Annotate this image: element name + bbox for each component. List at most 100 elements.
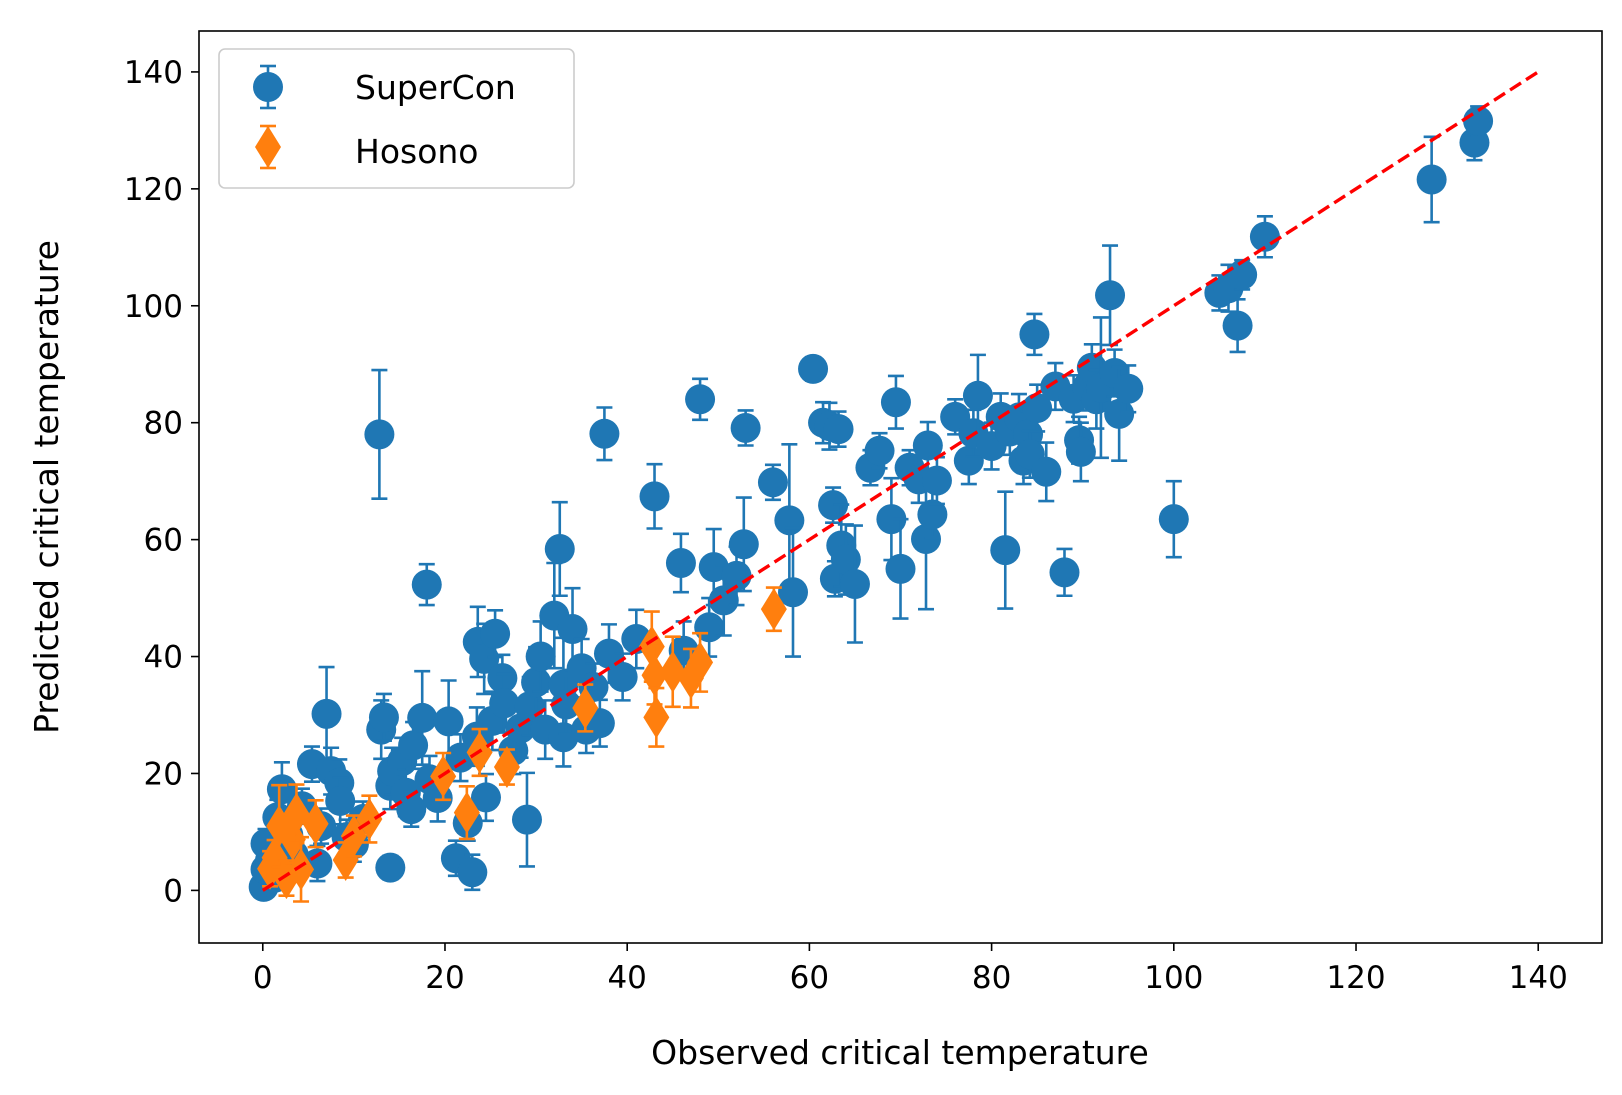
supercon-marker — [557, 614, 588, 645]
supercon-marker — [325, 785, 356, 816]
supercon-marker — [880, 387, 911, 418]
supercon-marker — [1019, 319, 1050, 350]
supercon-marker — [757, 467, 788, 498]
x-tick-label: 100 — [1144, 960, 1203, 996]
x-axis-ticks: 0 20 40 60 80 100 120 140 — [253, 943, 1568, 996]
supercon-marker — [708, 585, 739, 616]
hosono-point — [356, 794, 383, 844]
supercon-point — [823, 410, 854, 448]
supercon-marker — [962, 380, 993, 411]
supercon-point — [1095, 244, 1126, 347]
hosono-marker — [659, 650, 686, 693]
supercon-point — [368, 692, 399, 743]
legend-label-hosono: Hosono — [355, 132, 479, 171]
supercon-marker — [445, 742, 476, 773]
supercon-point — [839, 524, 870, 644]
hosono-marker — [493, 746, 520, 789]
supercon-marker — [487, 663, 518, 694]
supercon-point — [470, 772, 501, 823]
supercon-marker — [407, 702, 438, 733]
supercon-series — [248, 105, 1494, 902]
supercon-marker — [698, 552, 729, 583]
supercon-marker — [730, 412, 761, 443]
legend-marker-supercon — [253, 64, 283, 110]
supercon-point — [480, 609, 511, 659]
x-tick-label: 60 — [790, 960, 829, 996]
reference-line-overlay — [261, 70, 1540, 892]
supercon-point — [639, 462, 670, 530]
supercon-marker — [607, 662, 638, 692]
supercon-marker — [548, 722, 579, 753]
supercon-marker — [1095, 280, 1126, 311]
supercon-point — [1031, 441, 1062, 503]
supercon-marker — [728, 529, 759, 560]
legend-label-supercon: SuperCon — [355, 68, 516, 107]
y-tick-label: 100 — [124, 289, 183, 325]
y-tick-label: 120 — [124, 172, 183, 208]
hosono-point — [643, 686, 670, 748]
supercon-point — [757, 463, 788, 502]
supercon-marker — [593, 638, 624, 669]
hosono-point — [687, 631, 714, 693]
supercon-point — [665, 532, 696, 594]
hosono-point — [288, 835, 315, 903]
supercon-marker — [489, 688, 520, 719]
supercon-point — [1227, 258, 1258, 291]
reference-line — [261, 70, 1540, 892]
supercon-point — [1049, 547, 1080, 598]
supercon-marker — [885, 553, 916, 584]
supercon-marker — [694, 612, 725, 643]
supercon-marker — [864, 435, 895, 466]
supercon-marker — [1065, 436, 1096, 467]
supercon-point — [990, 490, 1021, 610]
supercon-point — [885, 517, 916, 620]
supercon-marker — [525, 641, 556, 672]
supercon-marker — [777, 577, 808, 608]
supercon-point — [375, 852, 406, 883]
supercon-point — [880, 374, 911, 430]
legend-marker-shape — [255, 126, 281, 168]
x-axis-title: Observed critical temperature — [651, 1033, 1149, 1072]
supercon-marker — [1049, 557, 1080, 588]
hosono-point — [572, 683, 599, 733]
supercon-point — [396, 790, 427, 828]
supercon-marker — [375, 852, 406, 883]
x-tick-label: 20 — [425, 960, 464, 996]
supercon-marker — [544, 533, 575, 564]
supercon-point — [962, 353, 993, 439]
supercon-marker — [685, 384, 716, 415]
supercon-marker — [398, 730, 429, 761]
supercon-marker — [639, 481, 670, 512]
y-tick-label: 0 — [163, 873, 183, 909]
supercon-marker — [368, 702, 399, 733]
legend-marker-hosono — [255, 124, 281, 170]
hosono-marker — [641, 654, 668, 697]
supercon-marker — [266, 774, 297, 805]
supercon-point — [511, 771, 542, 868]
supercon-marker — [1104, 398, 1135, 429]
supercon-point — [1104, 365, 1135, 462]
x-tick-label: 40 — [607, 960, 646, 996]
y-tick-label: 40 — [144, 640, 183, 676]
supercon-marker — [469, 643, 500, 674]
supercon-marker — [774, 505, 805, 536]
supercon-point — [311, 665, 342, 762]
legend-frame — [218, 48, 575, 189]
hosono-marker — [453, 791, 480, 834]
supercon-point — [921, 455, 952, 506]
hosono-point — [659, 635, 686, 709]
supercon-marker — [1113, 373, 1144, 404]
supercon-point — [589, 406, 620, 462]
supercon-point — [1019, 312, 1050, 357]
supercon-marker — [876, 504, 907, 535]
hosono-marker — [356, 798, 383, 841]
hosono-point — [302, 799, 329, 849]
plot-frame — [198, 30, 1603, 944]
supercon-point — [1113, 364, 1144, 414]
hosono-marker — [288, 848, 315, 891]
supercon-point — [544, 500, 575, 598]
supercon-point — [325, 776, 356, 826]
supercon-marker — [823, 414, 854, 445]
hosono-point — [493, 746, 520, 789]
supercon-marker — [1227, 259, 1258, 290]
